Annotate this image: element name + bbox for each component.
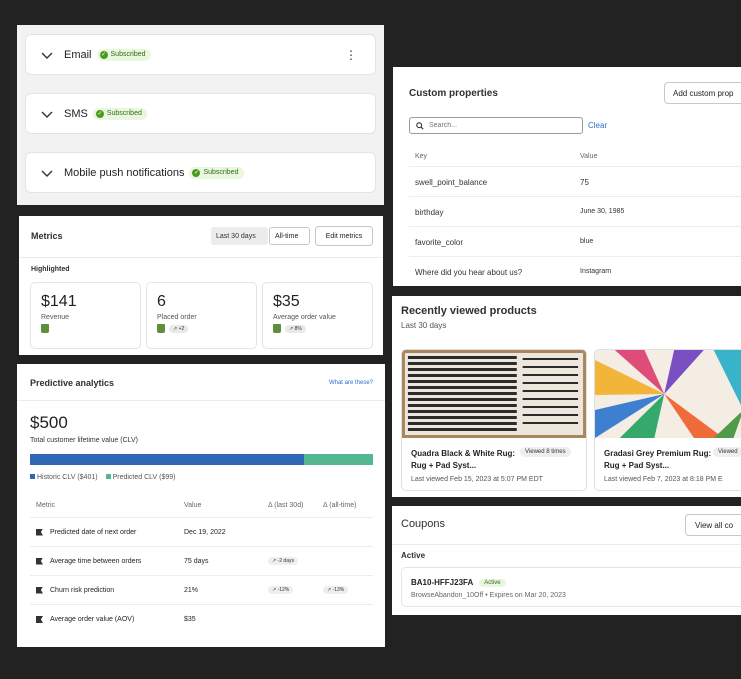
subscription-label: Email [64,48,92,61]
metric-card-aov: $35 Average order value ↗ 8% [262,282,373,349]
highlighted-heading: Highlighted [31,266,70,273]
metric-label: Revenue [41,314,70,321]
flag-icon [36,616,43,623]
table-header: Key Value [409,147,741,167]
legend-predicted: Predicted CLV ($99) [105,474,175,481]
metric-card-placed-order: 6 Placed order ↗ +2 [146,282,257,349]
subscription-label: SMS [64,107,88,120]
divider [392,544,741,545]
delta-badge: ↗ 8% [285,324,306,333]
last-viewed-text: Last viewed Feb 15, 2023 at 5:07 PM EDT [411,476,543,483]
predictive-table: Metric Value Δ (last 30d) Δ (all-time) P… [30,494,373,634]
check-icon: ✓ [192,168,201,177]
product-card[interactable]: Gradasi Grey Premium Rug: Rug + Pad Syst… [594,349,741,491]
viewed-count-badge: Viewed 8 times [520,447,571,457]
edit-metrics-button[interactable]: Edit metrics [315,226,373,246]
metrics-panel: Metrics Last 30 days All-time Edit metri… [19,216,383,355]
clv-label: Total customer lifetime value (CLV) [30,437,139,444]
metrics-title: Metrics [31,231,63,241]
predictive-analytics-panel: Predictive analytics What are these? $50… [17,364,385,647]
rug-image [595,350,741,438]
table-row: Average time between orders 75 days ↗ -2… [30,547,373,576]
metric-value: 6 [157,293,166,310]
sms-subscription-row[interactable]: SMS ✓ Subscribed [25,93,376,134]
subscribed-badge: ✓ Subscribed [92,107,147,120]
shopify-icon [273,324,281,333]
subscribed-badge: ✓ Subscribed [96,48,151,61]
delta-badge: ↗ -13% [323,586,349,594]
product-name[interactable]: Gradasi Grey Premium Rug: Rug + Pad Syst… [604,449,712,470]
clv-bar [30,454,373,465]
flag-icon [36,557,43,565]
range-all-time-button[interactable]: All-time [269,227,310,245]
recently-viewed-subtitle: Last 30 days [401,321,447,330]
range-last-30-days-button[interactable]: Last 30 days [211,227,268,245]
delta-badge: ↗ +2 [169,324,189,333]
coupon-card[interactable]: BA10-HFFJ23FA Active BrowseAbandon_10Off… [401,567,741,607]
divider [19,257,383,258]
table-row: Where did you hear about us? Instagram [415,268,612,277]
table-row: swell_point_balance 75 [409,167,741,197]
predictive-title: Predictive analytics [30,378,115,388]
metric-label: Average order value [273,314,336,321]
table-row: Average order value (AOV) $35 [30,605,373,634]
chevron-down-icon[interactable] [40,48,54,62]
last-viewed-text: Last viewed Feb 7, 2023 at 8:18 PM E [604,476,723,483]
table-row: Predicted date of next order Dec 19, 202… [30,518,373,547]
predicted-clv-bar [304,454,373,465]
table-row: birthday June 30, 1985 [409,197,741,227]
custom-properties-table: Key Value swell_point_balance 75 birthda… [409,147,741,286]
chevron-down-icon[interactable] [40,166,54,180]
search-input[interactable] [429,122,569,129]
flag-icon [36,586,43,594]
table-row: favorite_color blue [409,227,741,257]
add-custom-property-button[interactable]: Add custom prop [664,82,741,104]
recently-viewed-title: Recently viewed products [401,305,537,317]
divider [17,400,385,401]
rug-image [402,350,586,441]
metric-value: $141 [41,293,77,310]
custom-properties-title: Custom properties [409,88,498,99]
historic-clv-bar [30,454,305,465]
active-heading: Active [401,551,426,560]
coupon-code: BA10-HFFJ23FA Active [411,578,506,587]
email-subscription-row[interactable]: Email ✓ Subscribed ⋮ [25,34,376,75]
check-icon: ✓ [99,50,108,59]
clv-value: $500 [30,413,68,432]
clear-button[interactable]: Clear [588,121,608,130]
shopify-icon [41,324,49,333]
what-are-these-link[interactable]: What are these? [328,380,373,386]
subscribed-badge: ✓ Subscribed [189,166,244,179]
push-subscription-row[interactable]: Mobile push notifications ✓ Subscribed [25,152,376,193]
delta-badge: ↗ -12% [268,586,294,594]
flag-icon [36,528,43,536]
coupons-panel: Coupons View all co Active BA10-HFFJ23FA… [392,506,741,615]
subscription-label: Mobile push notifications [64,166,185,179]
more-options-icon[interactable]: ⋮ [345,48,357,62]
metric-value: $35 [273,293,300,310]
recently-viewed-panel: Recently viewed products Last 30 days Qu… [392,296,741,497]
chevron-down-icon[interactable] [40,107,54,121]
product-name[interactable]: Quadra Black & White Rug: Rug + Pad Syst… [411,449,516,470]
metric-card-revenue: $141 Revenue [30,282,141,349]
viewed-count-badge: Viewed [713,447,741,457]
metric-label: Placed order [157,314,197,321]
coupon-meta: BrowseAbandon_10Off • Expires on Mar 20,… [411,592,566,599]
coupons-title: Coupons [401,518,446,530]
search-icon [416,121,424,130]
shopify-icon [157,324,165,333]
search-box [409,117,583,134]
delta-badge: ↗ -2 days [268,557,298,565]
table-header: Metric Value Δ (last 30d) Δ (all-time) [30,494,373,518]
check-icon: ✓ [95,109,104,118]
custom-properties-panel: Custom properties Add custom prop Clear … [393,67,741,286]
active-badge: Active [479,578,506,587]
clv-legend: Historic CLV ($401) Predicted CLV ($99) [30,474,175,481]
subscriptions-panel: Email ✓ Subscribed ⋮ SMS ✓ Subscribed Mobi… [17,25,384,205]
legend-historic: Historic CLV ($401) [30,474,98,481]
product-card[interactable]: Quadra Black & White Rug: Rug + Pad Syst… [401,349,587,491]
view-all-coupons-button[interactable]: View all co [685,514,741,536]
table-row: Churn risk prediction 21% ↗ -12% ↗ -13% [30,576,373,605]
